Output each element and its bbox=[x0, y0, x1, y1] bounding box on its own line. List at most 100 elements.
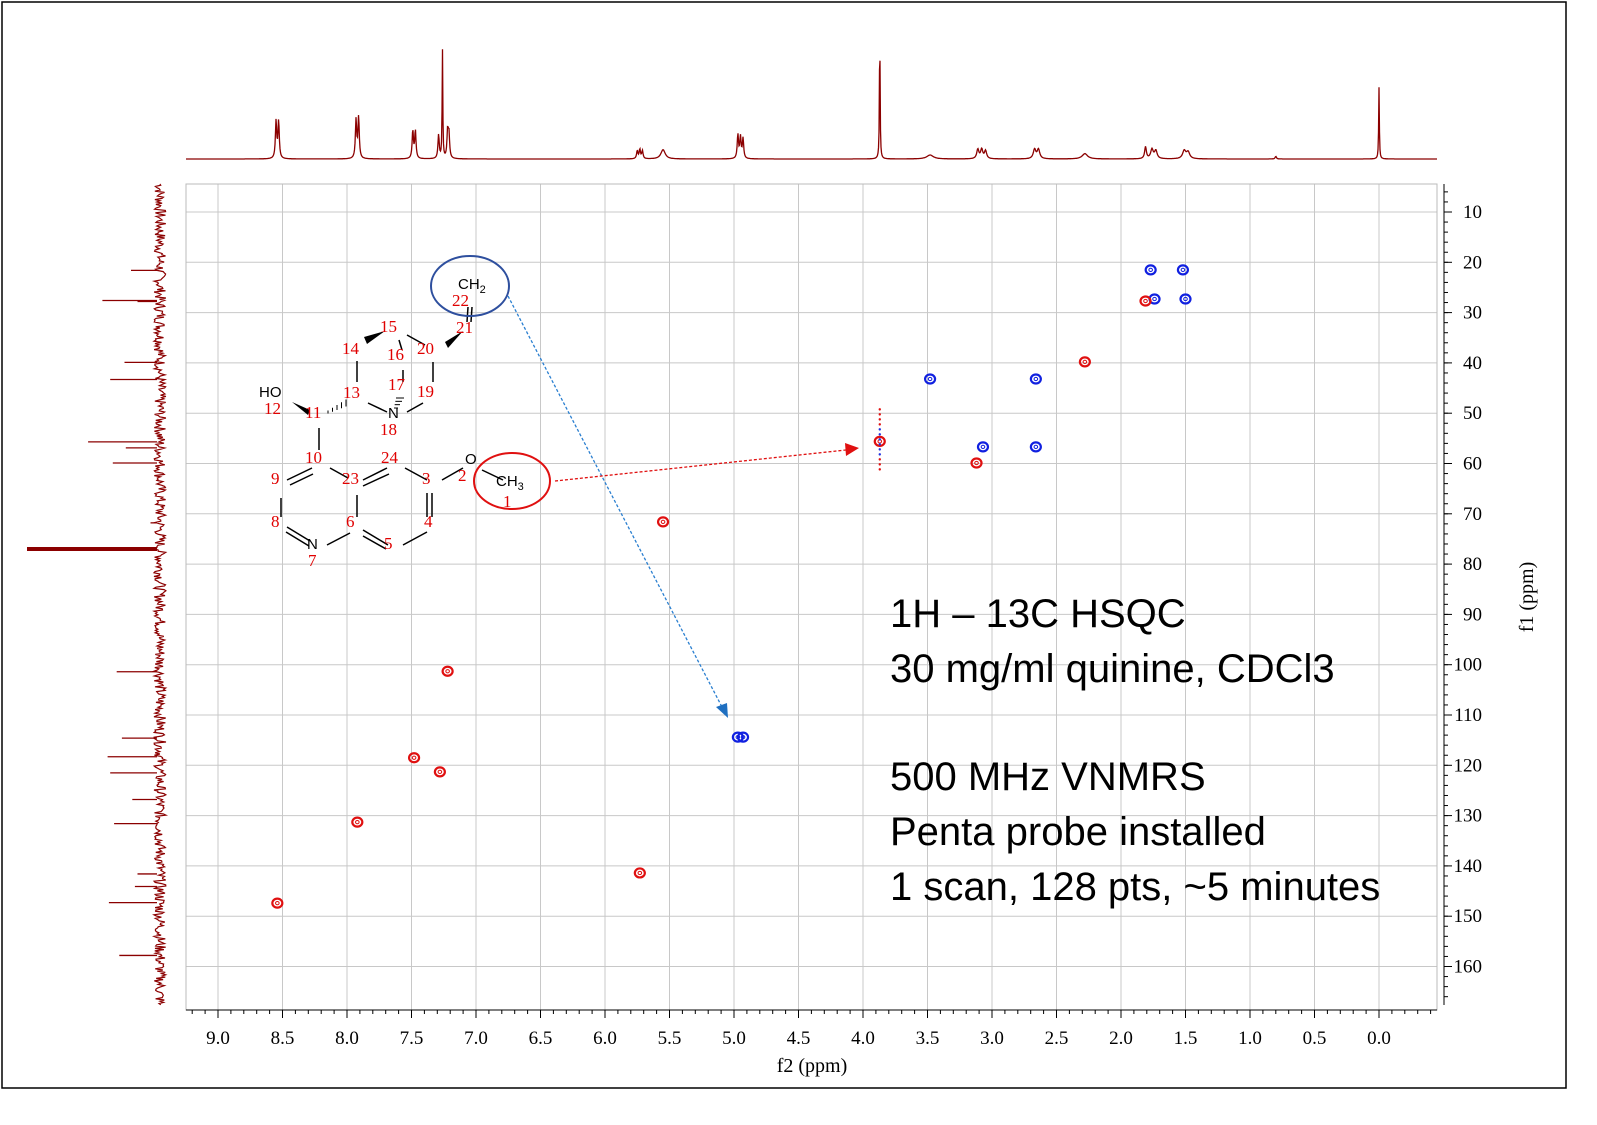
contour-outer bbox=[976, 441, 990, 453]
contour-outer bbox=[1139, 295, 1152, 307]
contour-outer bbox=[736, 731, 750, 743]
bond bbox=[367, 402, 388, 413]
contour-inner bbox=[437, 769, 443, 774]
bond bbox=[285, 531, 310, 547]
ch2-label: CH2 bbox=[458, 276, 486, 296]
atom-number-15: 15 bbox=[380, 317, 397, 336]
atom-number-21: 21 bbox=[456, 318, 473, 337]
bond bbox=[406, 334, 426, 346]
annotation-text: 1H – 13C HSQC 30 mg/ml quinine, CDCl3 50… bbox=[890, 592, 1380, 909]
x-tick-label: 5.5 bbox=[658, 1028, 682, 1049]
cross-peak bbox=[656, 516, 670, 528]
cross-peak bbox=[633, 867, 646, 879]
cross-peaks bbox=[271, 264, 1192, 909]
bond bbox=[481, 469, 504, 481]
contour-inner bbox=[1143, 298, 1148, 304]
bond bbox=[441, 467, 464, 481]
bond bbox=[470, 306, 473, 323]
contour-inner bbox=[355, 820, 360, 825]
y-tick-label: 20 bbox=[1463, 252, 1482, 273]
x-tick-label: 6.5 bbox=[529, 1028, 553, 1049]
t1-noise-dot bbox=[878, 433, 881, 436]
x-tick-label: 1.0 bbox=[1238, 1028, 1262, 1049]
axes: 9.0 8.5 8.0 7.5 7.0 6.5 6.0 5.5 5.0 4.5 4.0 3.5 3.0 2… bbox=[186, 184, 1482, 1049]
cross-peak bbox=[441, 665, 454, 677]
bond bbox=[289, 473, 314, 486]
x-tick-label: 2.0 bbox=[1109, 1028, 1133, 1049]
proton-projection-spectrum bbox=[186, 49, 1437, 160]
atom-number-5: 5 bbox=[384, 534, 393, 553]
atom-number-8: 8 bbox=[271, 512, 280, 531]
y-tick-label: 70 bbox=[1463, 504, 1482, 525]
contour-outer bbox=[633, 867, 646, 879]
x-tick-label: 4.5 bbox=[787, 1028, 811, 1049]
contour-outer bbox=[873, 435, 886, 447]
cross-peak bbox=[970, 457, 983, 469]
t1-noise-dot bbox=[878, 423, 881, 426]
contour-inner bbox=[1033, 444, 1039, 450]
x-tick-label: 6.0 bbox=[593, 1028, 617, 1049]
annotation-line-1: 1H – 13C HSQC bbox=[890, 592, 1186, 636]
bond bbox=[326, 532, 351, 546]
blue-correlation-arrow bbox=[507, 295, 723, 708]
contour-inner bbox=[275, 901, 280, 906]
atom-labels: CH2 CH3 HO N N O 12345678910111213141516… bbox=[259, 276, 524, 570]
t1-noise-dot bbox=[878, 443, 881, 446]
x-tick-label: 8.5 bbox=[271, 1028, 295, 1049]
t1-noise-dot bbox=[878, 468, 881, 471]
bond bbox=[286, 526, 311, 542]
contour-inner bbox=[980, 444, 986, 450]
atom-number-4: 4 bbox=[424, 512, 433, 531]
n7-label: N bbox=[307, 536, 318, 553]
wedge-bond-icon bbox=[445, 331, 463, 348]
ho-label: HO bbox=[259, 384, 282, 401]
x-tick-label: 7.0 bbox=[464, 1028, 488, 1049]
atom-number-13: 13 bbox=[343, 383, 360, 402]
contour-outer bbox=[1179, 293, 1192, 305]
contour-inner bbox=[660, 519, 666, 524]
t1-noise-dot bbox=[878, 413, 881, 416]
atom-number-12: 12 bbox=[264, 399, 281, 418]
cross-peak bbox=[923, 373, 937, 385]
blue-arrowhead-icon bbox=[716, 703, 728, 718]
atom-number-16: 16 bbox=[387, 345, 404, 364]
y-tick-label: 150 bbox=[1454, 906, 1483, 927]
x-tick-label: 0.5 bbox=[1303, 1028, 1327, 1049]
cross-peak bbox=[407, 752, 421, 764]
y-tick-label: 10 bbox=[1463, 202, 1482, 223]
atom-number-14: 14 bbox=[342, 339, 360, 358]
y-tick-label: 130 bbox=[1454, 806, 1483, 827]
atom-number-10: 10 bbox=[305, 448, 322, 467]
atom-number-3: 3 bbox=[422, 469, 431, 488]
atom-number-22: 22 bbox=[452, 291, 469, 310]
cross-peak bbox=[1139, 295, 1152, 307]
contour-outer bbox=[1029, 441, 1042, 453]
cross-peak bbox=[976, 441, 990, 453]
x-tick-label: 5.0 bbox=[722, 1028, 746, 1049]
wedge-bond-icon bbox=[292, 402, 310, 415]
bond bbox=[362, 467, 388, 481]
y-axis-label: f1 (ppm) bbox=[1516, 562, 1538, 633]
cross-peak bbox=[1078, 356, 1091, 368]
contour-outer bbox=[970, 457, 983, 469]
grid bbox=[186, 184, 1437, 1010]
cross-peak bbox=[1144, 264, 1157, 276]
contour-outer bbox=[923, 373, 937, 385]
y-tick-label: 140 bbox=[1454, 856, 1483, 877]
figure-border bbox=[1, 1, 1567, 1089]
cross-peak bbox=[351, 816, 364, 828]
x-tick-label: 8.0 bbox=[335, 1028, 359, 1049]
x-tick-label: 0.0 bbox=[1367, 1028, 1391, 1049]
atom-number-19: 19 bbox=[417, 382, 434, 401]
red-correlation-arrow bbox=[554, 449, 847, 482]
y-tick-label: 40 bbox=[1463, 353, 1482, 374]
t1-noise-dot bbox=[878, 453, 881, 456]
contour-outer bbox=[1029, 373, 1042, 385]
contour-inner bbox=[1152, 296, 1157, 302]
contour-outer bbox=[441, 665, 454, 677]
annotation-line-5: Penta probe installed bbox=[890, 810, 1266, 854]
cross-peak bbox=[736, 731, 750, 743]
atom-number-18: 18 bbox=[380, 420, 397, 439]
bond bbox=[362, 529, 389, 546]
cross-peak bbox=[1176, 264, 1190, 276]
